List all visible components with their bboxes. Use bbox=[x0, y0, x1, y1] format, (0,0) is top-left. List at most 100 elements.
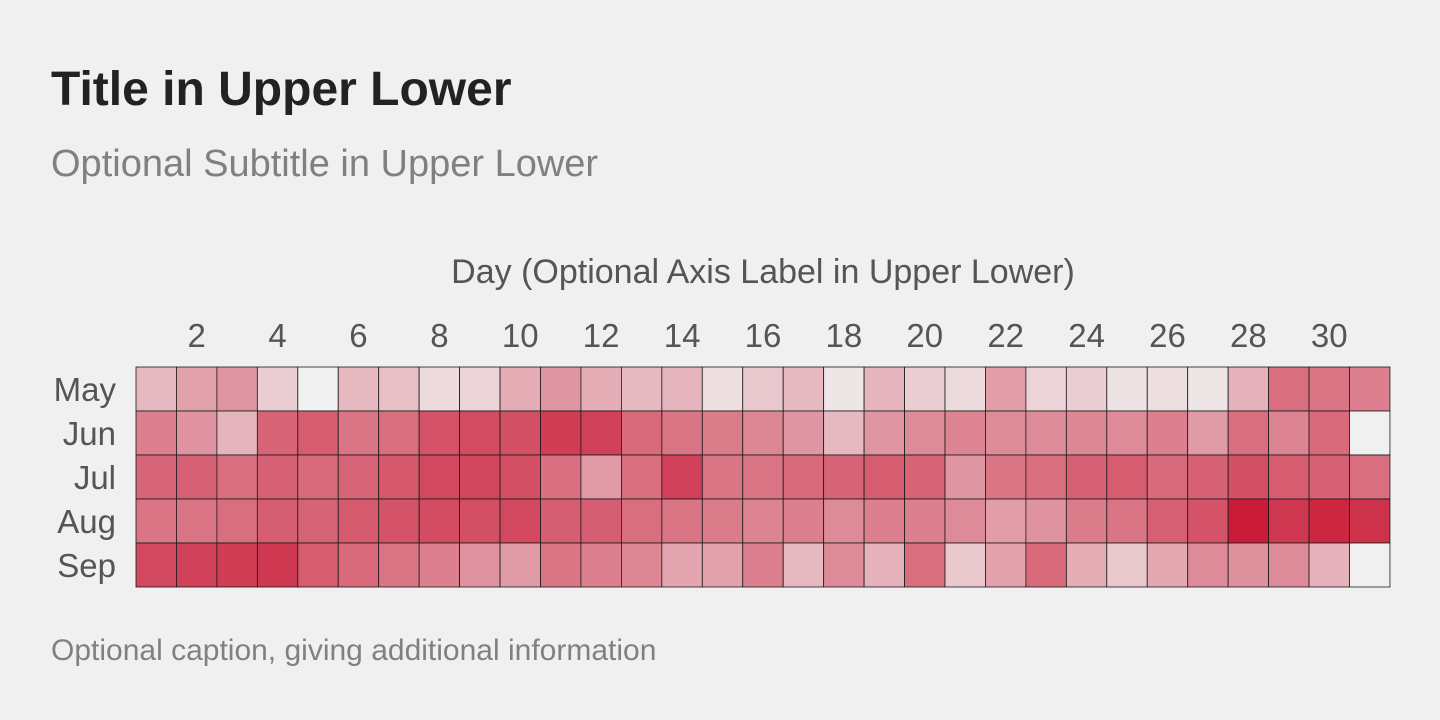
x-tick-label: 16 bbox=[745, 317, 782, 354]
heatmap-cell-may-3 bbox=[216, 366, 258, 412]
heatmap-cell-jun-15 bbox=[701, 410, 744, 456]
heatmap-cell-jun-26 bbox=[1146, 410, 1189, 456]
heatmap-cell-sep-31 bbox=[1349, 542, 1391, 588]
x-axis-ticks: 2 4 6 8 10 12 14 16 18 20 22 24 26 28 30 bbox=[188, 317, 1348, 354]
x-tick-label: 18 bbox=[826, 317, 863, 354]
heatmap-cell-aug-18 bbox=[823, 498, 865, 544]
heatmap-cell-sep-12 bbox=[580, 542, 622, 588]
heatmap-cell-aug-29 bbox=[1268, 498, 1310, 544]
heatmap-cell-may-19 bbox=[863, 366, 905, 412]
heatmap-cell-may-22 bbox=[985, 366, 1027, 412]
heatmap-cell-jul-20 bbox=[904, 454, 946, 500]
heatmap-cell-jul-11 bbox=[540, 454, 582, 500]
heatmap-cell-jun-12 bbox=[580, 410, 622, 456]
heatmap-cell-aug-10 bbox=[499, 498, 541, 544]
heatmap-cell-jul-6 bbox=[337, 454, 380, 500]
heatmap-cell-aug-15 bbox=[701, 498, 744, 544]
heatmap-cell-aug-28 bbox=[1227, 498, 1270, 544]
heatmap-cell-aug-20 bbox=[904, 498, 946, 544]
heatmap-cell-sep-1 bbox=[135, 542, 177, 588]
heatmap-cell-jun-5 bbox=[297, 410, 339, 456]
heatmap-cell-jul-23 bbox=[1025, 454, 1067, 500]
heatmap-cell-jun-31 bbox=[1349, 410, 1391, 456]
heatmap-cell-sep-23 bbox=[1025, 542, 1067, 588]
heatmap-cell-aug-4 bbox=[256, 498, 299, 544]
heatmap-cell-jul-2 bbox=[176, 454, 218, 500]
heatmap-cell-jun-8 bbox=[418, 410, 460, 456]
heatmap-cell-jul-30 bbox=[1308, 454, 1350, 500]
heatmap-cell-sep-29 bbox=[1268, 542, 1310, 588]
heatmap-cell-aug-14 bbox=[661, 498, 703, 544]
heatmap-cell-may-11 bbox=[540, 366, 582, 412]
heatmap-cell-jun-14 bbox=[661, 410, 703, 456]
heatmap-cell-sep-14 bbox=[661, 542, 703, 588]
heatmap-cell-jul-31 bbox=[1349, 454, 1391, 500]
heatmap-cell-jul-4 bbox=[256, 454, 299, 500]
heatmap-cell-jul-7 bbox=[378, 454, 420, 500]
heatmap-cell-aug-26 bbox=[1146, 498, 1189, 544]
heatmap-cell-aug-11 bbox=[540, 498, 582, 544]
heatmap-cell-jun-30 bbox=[1308, 410, 1350, 456]
heatmap-cell-may-9 bbox=[459, 366, 501, 412]
heatmap-cell-may-16 bbox=[742, 366, 784, 412]
heatmap-cell-sep-2 bbox=[176, 542, 218, 588]
heatmap-cell-may-18 bbox=[823, 366, 865, 412]
heatmap-cell-jul-1 bbox=[135, 454, 177, 500]
heatmap-cell-sep-22 bbox=[985, 542, 1027, 588]
y-tick-label: Jun bbox=[63, 415, 116, 452]
heatmap-cell-aug-21 bbox=[944, 498, 986, 544]
heatmap-cell-may-31 bbox=[1349, 366, 1391, 412]
heatmap-cell-sep-16 bbox=[742, 542, 784, 588]
heatmap-cell-jul-13 bbox=[621, 454, 663, 500]
heatmap-cell-sep-25 bbox=[1106, 542, 1148, 588]
x-tick-label: 28 bbox=[1230, 317, 1267, 354]
chart-title: Title in Upper Lower bbox=[51, 63, 512, 116]
heatmap-cell-jul-26 bbox=[1146, 454, 1189, 500]
heatmap-cell-jul-19 bbox=[863, 454, 905, 500]
chart-caption: Optional caption, giving additional info… bbox=[51, 634, 657, 667]
heatmap-cell-jul-15 bbox=[701, 454, 744, 500]
heatmap-cell-aug-5 bbox=[297, 498, 339, 544]
heatmap-cell-aug-7 bbox=[378, 498, 420, 544]
heatmap-cell-aug-19 bbox=[863, 498, 905, 544]
heatmap-cell-may-17 bbox=[782, 366, 825, 412]
heatmap-cell-jun-17 bbox=[782, 410, 825, 456]
heatmap-cell-aug-24 bbox=[1065, 498, 1108, 544]
heatmap-cell-aug-3 bbox=[216, 498, 258, 544]
heatmap-cell-aug-8 bbox=[418, 498, 460, 544]
heatmap-cell-jun-21 bbox=[944, 410, 986, 456]
heatmap-cell-jun-28 bbox=[1227, 410, 1270, 456]
heatmap-cell-jun-29 bbox=[1268, 410, 1310, 456]
heatmap-cell-may-29 bbox=[1268, 366, 1310, 412]
heatmap-cell-jun-24 bbox=[1065, 410, 1108, 456]
heatmap-cell-jul-17 bbox=[782, 454, 825, 500]
heatmap-cell-jun-6 bbox=[337, 410, 380, 456]
x-tick-label: 2 bbox=[188, 317, 206, 354]
heatmap-cell-jun-22 bbox=[985, 410, 1027, 456]
x-axis-label: Day (Optional Axis Label in Upper Lower) bbox=[451, 253, 1075, 291]
heatmap-cell-sep-5 bbox=[297, 542, 339, 588]
heatmap-cell-may-28 bbox=[1227, 366, 1270, 412]
heatmap-cell-jul-22 bbox=[985, 454, 1027, 500]
heatmap-cell-jul-9 bbox=[459, 454, 501, 500]
heatmap-cell-jul-24 bbox=[1065, 454, 1108, 500]
heatmap-cell-aug-17 bbox=[782, 498, 825, 544]
heatmap-cell-sep-18 bbox=[823, 542, 865, 588]
heatmap-cell-may-20 bbox=[904, 366, 946, 412]
heatmap-cell-may-23 bbox=[1025, 366, 1067, 412]
heatmap-cell-may-21 bbox=[944, 366, 986, 412]
heatmap-cell-sep-3 bbox=[216, 542, 258, 588]
heatmap-cell-may-1 bbox=[135, 366, 177, 412]
heatmap-cell-sep-19 bbox=[863, 542, 905, 588]
y-tick-label: Sep bbox=[57, 547, 116, 584]
x-tick-label: 12 bbox=[583, 317, 620, 354]
heatmap-cell-sep-9 bbox=[459, 542, 501, 588]
heatmap-cell-aug-31 bbox=[1349, 498, 1391, 544]
y-tick-label: Jul bbox=[74, 459, 116, 496]
y-tick-label: Aug bbox=[57, 503, 116, 540]
heatmap-cell-jun-23 bbox=[1025, 410, 1067, 456]
x-tick-label: 6 bbox=[349, 317, 367, 354]
heatmap-cell-aug-9 bbox=[459, 498, 501, 544]
heatmap-cell-may-13 bbox=[621, 366, 663, 412]
